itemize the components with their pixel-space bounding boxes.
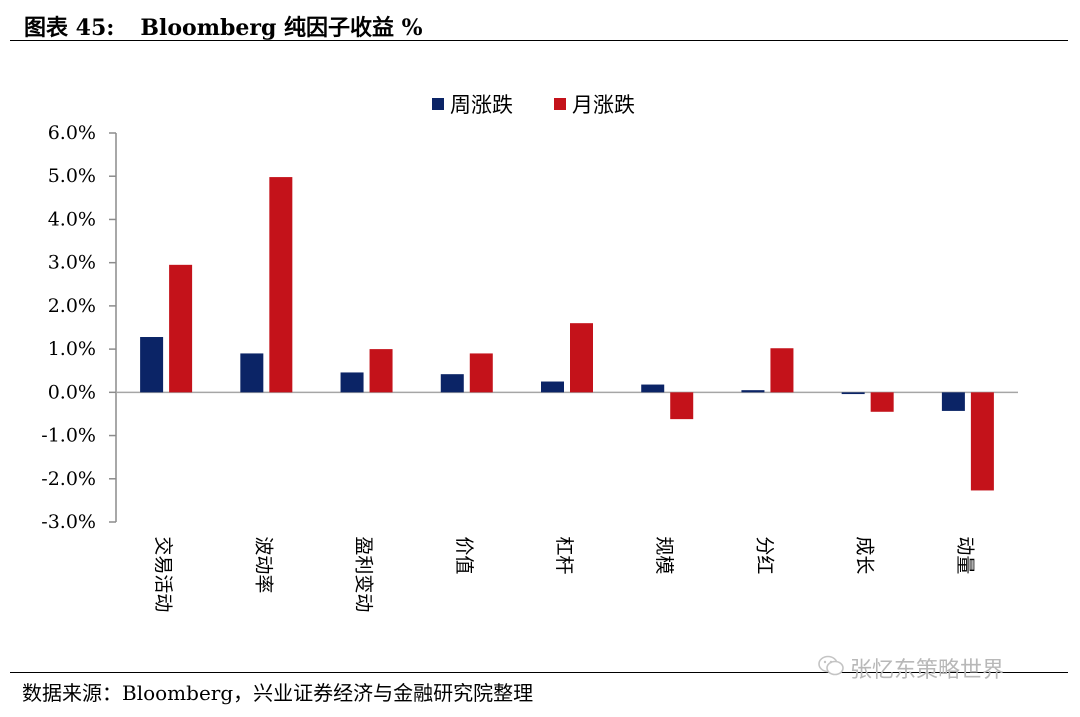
- category-label: 价值: [453, 536, 475, 574]
- watermark-text: 张忆东策略世界: [850, 658, 1005, 683]
- bar-weekly: [641, 384, 665, 393]
- y-tick-label: 6.0%: [48, 122, 96, 144]
- figure-header: 图表 45: Bloomberg 纯因子收益 %: [10, 6, 1068, 41]
- bar-weekly: [841, 392, 865, 395]
- bar-monthly: [469, 353, 493, 393]
- bar-weekly: [941, 392, 965, 411]
- watermark: 张忆东策略世界: [818, 652, 1004, 684]
- legend-label: 周涨跌: [450, 93, 513, 117]
- y-tick-label: -1.0%: [41, 425, 96, 447]
- category-label: 动量: [954, 536, 976, 574]
- bar-weekly: [240, 353, 264, 393]
- bar-weekly: [340, 372, 364, 393]
- category-label: 盈利变动: [353, 536, 375, 612]
- bar-weekly: [541, 381, 564, 393]
- bar-monthly: [369, 349, 393, 393]
- bar-monthly: [770, 348, 794, 393]
- figure-title: 图表 45: Bloomberg 纯因子收益 %: [24, 10, 423, 42]
- figure-number: 图表 45:: [24, 15, 115, 41]
- y-tick-label: 4.0%: [48, 208, 96, 230]
- legend-swatch: [554, 98, 566, 110]
- category-label: 分红: [753, 536, 775, 574]
- bar-weekly: [741, 390, 765, 393]
- category-label: 波动率: [252, 536, 274, 593]
- y-tick-label: 5.0%: [48, 165, 96, 187]
- y-tick-label: 2.0%: [48, 295, 96, 317]
- y-tick-label: -3.0%: [41, 511, 96, 533]
- bar-weekly: [140, 337, 164, 393]
- category-label: 杠杆: [553, 536, 575, 574]
- bar-monthly: [269, 177, 293, 393]
- bar-monthly: [870, 392, 894, 412]
- wechat-icon: [818, 655, 844, 682]
- y-tick-label: 0.0%: [48, 381, 96, 403]
- y-tick-label: 3.0%: [48, 252, 96, 274]
- bar-monthly: [570, 323, 593, 393]
- bar-monthly: [970, 392, 994, 491]
- footer-rule: [10, 672, 1068, 673]
- data-source: 数据来源：Bloomberg，兴业证券经济与金融研究院整理: [22, 681, 534, 705]
- legend-swatch: [432, 98, 444, 110]
- bar-weekly: [440, 374, 464, 393]
- bar-monthly: [169, 264, 193, 393]
- legend-label: 月涨跌: [572, 93, 635, 117]
- y-tick-label: 1.0%: [48, 338, 96, 360]
- category-label: 成长: [854, 536, 876, 574]
- figure-title-text: Bloomberg 纯因子收益 %: [140, 15, 423, 41]
- y-tick-label: -2.0%: [41, 468, 96, 490]
- bar-monthly: [670, 392, 694, 420]
- category-label: 交易活动: [152, 536, 174, 612]
- category-label: 规模: [653, 536, 675, 574]
